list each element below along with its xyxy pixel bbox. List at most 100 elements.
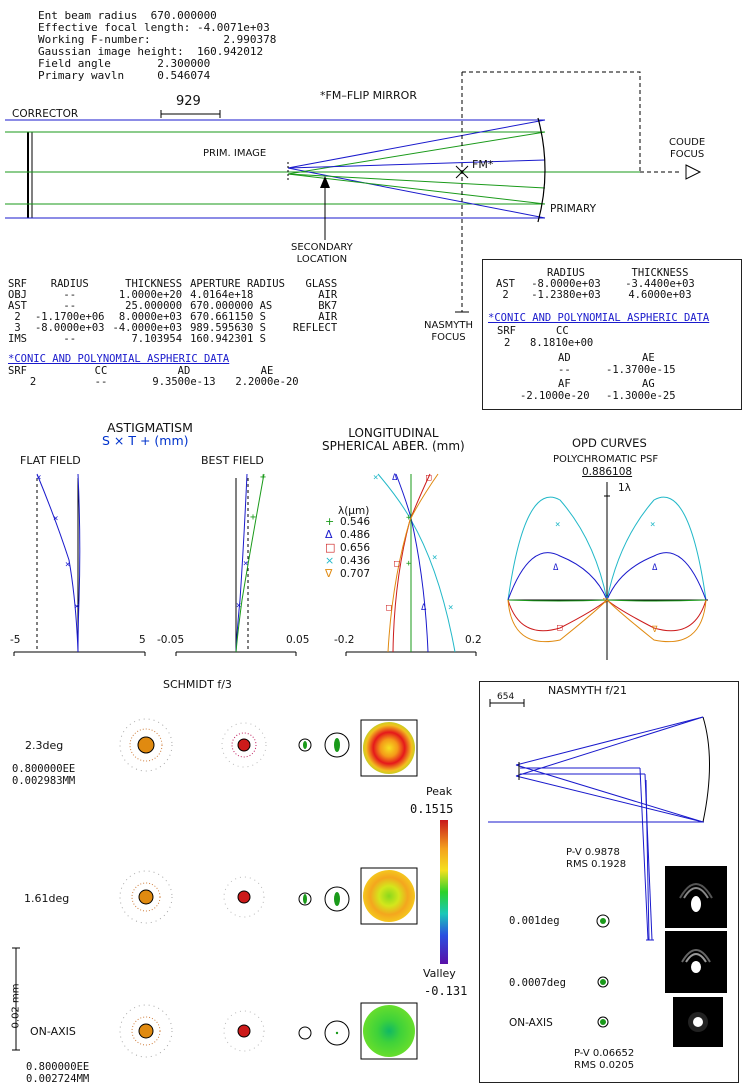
ad-label: AD xyxy=(558,352,571,364)
col-header: RADIUS xyxy=(50,278,89,290)
svg-text:▽: ▽ xyxy=(603,596,609,606)
table-row: AST -8.0000e+03 -3.4400e+03 xyxy=(492,279,707,290)
svg-text:□: □ xyxy=(426,473,432,483)
col-header: AE xyxy=(260,365,274,377)
cc-srf: 2 xyxy=(504,337,511,349)
cell: -- xyxy=(63,333,77,345)
col-header: GLASS xyxy=(305,278,338,290)
field-label-161: 1.61deg xyxy=(24,892,70,905)
ee-radius: 0.002724MM xyxy=(26,1073,90,1085)
best-tick-max: 0.05 xyxy=(286,634,310,646)
svg-text:Δ: Δ xyxy=(553,563,559,573)
table-row: 2 -1.1700e+06 8.0000e+03 670.661150 S AI… xyxy=(4,312,341,323)
ae-value: -1.3700e-15 xyxy=(606,364,676,376)
cell: 7.103954 xyxy=(131,333,183,345)
legend-symbol: ∇ xyxy=(325,567,333,580)
cell: -8.0000e+03 xyxy=(34,322,105,334)
cell: 3 xyxy=(14,322,21,334)
opd-psf-value: 0.886108 xyxy=(582,466,633,478)
field-label-onaxis: ON-AXIS xyxy=(30,1025,76,1038)
field-label: 0.0007deg xyxy=(509,977,566,989)
cell: IMS xyxy=(8,333,27,345)
header-line: Working F-number: 2.990378 xyxy=(38,33,277,46)
nasmyth-aspheric-link[interactable]: *CONIC AND POLYNOMIAL ASPHERIC DATA xyxy=(488,312,710,324)
cell: 2.2000e-20 xyxy=(235,376,299,388)
svg-text:+: + xyxy=(250,512,256,523)
ee-value: 0.800000EE xyxy=(26,1061,90,1073)
cell: AIR xyxy=(318,289,338,301)
cc-label: CC xyxy=(556,325,569,337)
svg-text:□: □ xyxy=(557,623,563,633)
legend-label: 0.656 xyxy=(340,542,371,554)
cell: -1.1700e+06 xyxy=(34,311,105,323)
legend-symbol: × xyxy=(325,554,335,567)
opd-plot: × × Δ Δ □ ∇ ▽ xyxy=(507,482,708,660)
nasmyth-panel xyxy=(479,681,739,1083)
lsa-tick-min: -0.2 xyxy=(334,634,355,646)
cell: REFLECT xyxy=(292,322,338,334)
cell: 1.0000e+20 xyxy=(118,289,183,301)
col-header: CC xyxy=(94,365,108,377)
nasmyth-data-box xyxy=(482,259,742,410)
svg-text:Δ: Δ xyxy=(392,473,398,483)
svg-text:+: + xyxy=(406,559,412,569)
valley-value: -0.131 xyxy=(424,984,468,998)
opd-lambda: 1λ xyxy=(618,482,631,494)
aspheric-table: SRF CC AD AE 2 -- 9.3500e-13 2.2000e-20 xyxy=(4,366,306,388)
ee-radius: 0.002983MM xyxy=(12,775,76,787)
spot-cluster xyxy=(221,722,267,768)
cell: AST xyxy=(8,300,27,312)
cell: -- xyxy=(94,376,108,388)
svg-text:×: × xyxy=(432,553,437,563)
cell: -3.4400e+03 xyxy=(625,278,695,290)
cell: 989.595630 S xyxy=(190,322,266,334)
svg-text:×: × xyxy=(555,520,560,530)
spot-cluster xyxy=(119,718,173,772)
cc-value: 8.1810e+00 xyxy=(530,337,594,349)
lsa-plot: × × × Δ Δ □ □ □ + + xyxy=(345,473,477,656)
cell: 4.6000e+03 xyxy=(628,289,692,301)
svg-text:□: □ xyxy=(394,559,400,569)
field-label: 0.001deg xyxy=(509,915,560,927)
header-line: Effective focal length: -4.0071e+03 xyxy=(38,21,270,34)
corrector-label: CORRECTOR xyxy=(12,108,79,120)
astig-subtitle: S × T + (mm) xyxy=(102,433,189,448)
table-row: 2 -- 9.3500e-13 2.2000e-20 xyxy=(4,377,306,388)
af-label: AF xyxy=(558,378,571,390)
pv1-label: P-V 0.9878 xyxy=(566,847,620,858)
svg-text:Δ: Δ xyxy=(421,603,427,613)
af-value: -2.1000e-20 xyxy=(520,390,590,402)
valley-label: Valley xyxy=(423,967,456,980)
ag-label: AG xyxy=(642,378,655,390)
col-header: APERTURE RADIUS xyxy=(190,278,285,290)
nasmyth-scale-label: 654 xyxy=(497,692,515,702)
field-label: ON-AXIS xyxy=(509,1017,553,1029)
header-line: Ent beam radius 670.000000 xyxy=(38,9,217,22)
svg-text:×: × xyxy=(36,473,41,483)
svg-text:×: × xyxy=(74,602,79,612)
cell: -4.0000e+03 xyxy=(112,322,183,334)
cell: 8.0000e+03 xyxy=(118,311,183,323)
optical-layout xyxy=(5,71,702,313)
legend-label: 0.707 xyxy=(340,568,371,580)
flat-tick-max: 5 xyxy=(139,634,146,646)
cell: 670.661150 S xyxy=(190,311,266,323)
table-row: IMS -- 7.103954 160.942301 S xyxy=(4,334,341,345)
table-row: 2 -1.2380e+03 4.6000e+03 xyxy=(492,290,707,301)
legend-symbol: + xyxy=(325,515,335,528)
cell: 2 xyxy=(502,289,509,301)
svg-text:×: × xyxy=(236,601,241,611)
peak-value: 0.1515 xyxy=(410,802,454,816)
svg-text:×: × xyxy=(53,514,58,524)
ad-value: -- xyxy=(558,364,571,376)
legend-label: 0.486 xyxy=(340,529,371,541)
opd-subtitle: POLYCHROMATIC PSF xyxy=(553,454,659,465)
pv2-label: P-V 0.06652 xyxy=(574,1048,635,1059)
cell: 2 xyxy=(14,311,21,323)
col-header: RADIUS xyxy=(547,267,585,279)
aspheric-data-link[interactable]: *CONIC AND POLYNOMIAL ASPHERIC DATA xyxy=(8,353,230,365)
ag-value: -1.3000e-25 xyxy=(606,390,676,402)
fm-label: FM* xyxy=(472,158,494,171)
secondary-location-label: SECONDARY LOCATION xyxy=(291,242,353,265)
